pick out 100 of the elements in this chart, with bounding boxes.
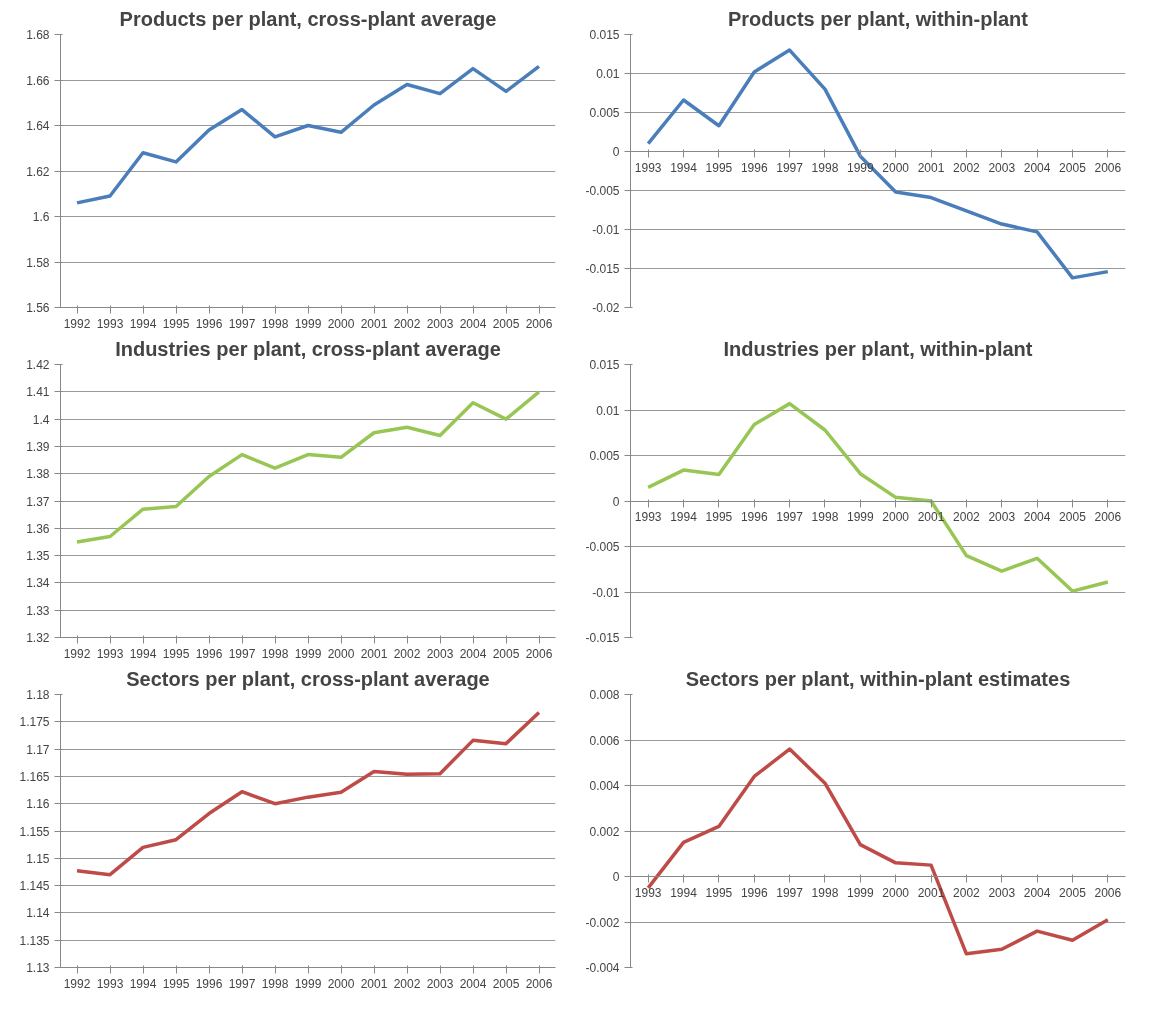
chart-title: Products per plant, cross-plant average bbox=[119, 7, 497, 30]
x-tick-label: 2003 bbox=[988, 510, 1016, 524]
x-tick-label: 1998 bbox=[261, 646, 289, 661]
x-tick-label: 1999 bbox=[294, 646, 322, 661]
x-tick-label: 1995 bbox=[162, 646, 190, 661]
x-tick-label: 2001 bbox=[917, 160, 945, 175]
chart-title: Sectors per plant, within-plant estimates bbox=[685, 667, 1071, 690]
x-tick-label: 2006 bbox=[1094, 885, 1122, 900]
x-tick-label: 1995 bbox=[162, 316, 190, 331]
y-tick-label: 1.155 bbox=[19, 824, 50, 839]
x-tick-label: 2005 bbox=[1059, 510, 1087, 524]
x-tick-label: 1998 bbox=[261, 976, 289, 991]
x-tick-label: 2004 bbox=[459, 976, 487, 991]
x-tick-label: 1994 bbox=[670, 510, 698, 524]
x-tick-label: 2000 bbox=[882, 510, 910, 524]
x-tick-label: 1998 bbox=[811, 510, 839, 524]
x-tick-label: 1994 bbox=[129, 976, 157, 991]
y-tick-label: -0.015 bbox=[585, 262, 620, 276]
y-tick-label: -0.004 bbox=[585, 961, 620, 975]
x-tick-label: 1996 bbox=[195, 976, 223, 991]
x-tick-label: 2002 bbox=[393, 976, 421, 991]
x-tick-label: 2006 bbox=[1094, 160, 1122, 175]
x-tick-label: 2000 bbox=[327, 976, 355, 991]
x-tick-label: 1996 bbox=[195, 316, 223, 331]
x-tick-label: 1993 bbox=[96, 976, 124, 991]
x-tick-label: 1998 bbox=[811, 160, 839, 175]
x-tick-label: 1995 bbox=[705, 160, 733, 175]
y-tick-label: 0.004 bbox=[589, 779, 620, 793]
y-tick-label: 0.015 bbox=[589, 358, 620, 372]
y-tick-label: 1.41 bbox=[26, 385, 50, 400]
y-tick-label: 1.17 bbox=[26, 742, 50, 757]
y-tick-label: 0.01 bbox=[596, 67, 620, 81]
x-tick-label: 2003 bbox=[426, 976, 454, 991]
y-tick-label: 1.37 bbox=[26, 494, 50, 509]
x-tick-label: 1997 bbox=[228, 646, 256, 661]
y-tick-label: 0.005 bbox=[589, 449, 620, 463]
x-tick-label: 1999 bbox=[846, 510, 874, 524]
x-tick-label: 1996 bbox=[740, 510, 768, 524]
y-tick-label: 1.14 bbox=[26, 906, 50, 921]
x-tick-label: 1997 bbox=[228, 976, 256, 991]
x-tick-label: 1995 bbox=[705, 510, 733, 524]
x-tick-label: 1994 bbox=[670, 160, 698, 175]
x-tick-label: 2006 bbox=[525, 316, 553, 331]
x-tick-label: 2004 bbox=[1023, 510, 1051, 524]
chart-title: Products per plant, within-plant bbox=[728, 7, 1029, 30]
y-tick-label: 0.008 bbox=[589, 688, 620, 702]
x-tick-label: 2005 bbox=[492, 646, 520, 661]
x-tick-label: 1994 bbox=[129, 316, 157, 331]
x-tick-label: 2001 bbox=[360, 976, 388, 991]
x-tick-label: 1997 bbox=[776, 885, 804, 900]
y-tick-label: 1.68 bbox=[26, 28, 50, 42]
x-tick-label: 2004 bbox=[1023, 885, 1051, 900]
y-tick-label: 1.16 bbox=[26, 797, 50, 812]
y-tick-label: 1.135 bbox=[19, 933, 50, 948]
chart-title: Sectors per plant, cross-plant average bbox=[126, 667, 490, 690]
chart-title: Industries per plant, cross-plant average bbox=[115, 337, 501, 360]
x-tick-label: 2004 bbox=[459, 316, 487, 331]
y-tick-label: 1.6 bbox=[32, 210, 50, 224]
y-tick-label: 1.62 bbox=[26, 164, 50, 179]
y-tick-label: 1.15 bbox=[26, 851, 50, 866]
x-tick-label: 2003 bbox=[426, 316, 454, 331]
x-tick-label: 2003 bbox=[988, 160, 1016, 175]
y-tick-label: -0.005 bbox=[585, 540, 620, 554]
x-tick-label: 2001 bbox=[360, 316, 388, 331]
x-tick-label: 1993 bbox=[634, 510, 662, 524]
chart-title: Industries per plant, within-plant bbox=[723, 337, 1033, 360]
x-tick-label: 2001 bbox=[360, 646, 388, 661]
x-tick-label: 1993 bbox=[96, 316, 124, 331]
x-tick-label: 2002 bbox=[953, 160, 981, 175]
y-tick-label: 1.4 bbox=[32, 412, 50, 427]
y-tick-label: -0.002 bbox=[585, 915, 620, 930]
x-tick-label: 2002 bbox=[953, 510, 981, 524]
x-tick-label: 2005 bbox=[492, 316, 520, 331]
x-tick-label: 1996 bbox=[195, 646, 223, 661]
y-tick-label: 1.39 bbox=[26, 439, 50, 454]
y-tick-label: 1.36 bbox=[26, 521, 50, 536]
x-tick-label: 2000 bbox=[327, 316, 355, 331]
x-tick-label: 1993 bbox=[96, 646, 124, 661]
x-tick-label: 1997 bbox=[776, 160, 804, 175]
x-tick-label: 1994 bbox=[670, 885, 698, 900]
y-tick-label: 1.13 bbox=[26, 961, 50, 975]
x-tick-label: 1996 bbox=[740, 885, 768, 900]
x-tick-label: 1999 bbox=[294, 316, 322, 331]
y-tick-label: 0.002 bbox=[589, 824, 620, 839]
x-tick-label: 1999 bbox=[846, 885, 874, 900]
y-tick-label: 0 bbox=[612, 145, 620, 159]
x-tick-label: 1998 bbox=[261, 316, 289, 331]
y-tick-label: 0 bbox=[612, 870, 620, 884]
x-tick-label: 2000 bbox=[882, 160, 910, 175]
y-tick-label: 1.32 bbox=[26, 631, 50, 645]
x-tick-label: 2002 bbox=[953, 885, 981, 900]
x-tick-label: 2000 bbox=[882, 885, 910, 900]
x-tick-label: 1996 bbox=[740, 160, 768, 175]
x-tick-label: 2004 bbox=[459, 646, 487, 661]
y-tick-label: 1.58 bbox=[26, 255, 50, 270]
y-tick-label: 0 bbox=[612, 494, 620, 509]
y-tick-label: 1.165 bbox=[19, 769, 50, 784]
x-tick-label: 1992 bbox=[63, 976, 91, 991]
x-tick-label: 2006 bbox=[525, 646, 553, 661]
y-tick-label: 1.145 bbox=[19, 879, 50, 894]
